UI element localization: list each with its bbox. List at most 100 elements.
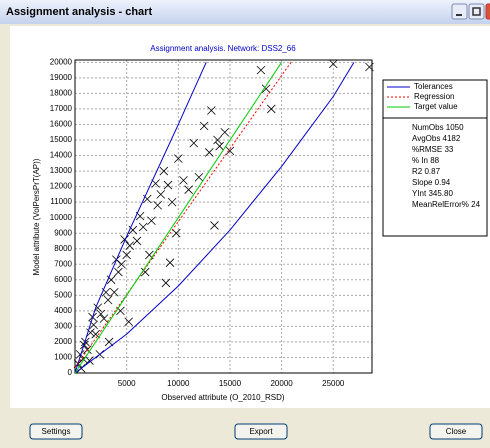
statistic: MeanRelError% 24 xyxy=(412,200,481,209)
y-tick-label: 15000 xyxy=(50,135,73,144)
y-tick-label: 5000 xyxy=(54,290,72,299)
chart-title: Assignment analysis. Network: DSS2_66 xyxy=(150,44,296,53)
scatter-point xyxy=(215,141,224,151)
export-button[interactable] xyxy=(234,423,288,440)
statistic: % In 88 xyxy=(412,156,440,165)
y-tick-label: 3000 xyxy=(54,322,72,331)
y-tick-label: 0 xyxy=(68,368,73,377)
scatter-point xyxy=(261,84,271,94)
scatter-point xyxy=(256,65,266,75)
minimize-button[interactable] xyxy=(451,3,468,20)
statistic: AvgObs 4182 xyxy=(412,134,461,143)
x-axis-label: Observed attribute (O_2010_RSD) xyxy=(161,393,285,402)
scatter-point xyxy=(86,328,95,337)
settings-button-label: Settings xyxy=(42,427,71,436)
scatter-point xyxy=(153,200,162,210)
x-tick-label: 5000 xyxy=(118,379,136,388)
scatter-point xyxy=(128,225,138,235)
export-button-label: Export xyxy=(249,427,273,436)
scatter-point xyxy=(167,197,177,207)
y-tick-label: 9000 xyxy=(54,228,72,237)
x-tick-label: 25000 xyxy=(322,379,345,388)
y-tick-label: 1000 xyxy=(54,353,72,362)
y-tick-label: 12000 xyxy=(50,182,73,191)
scatter-point xyxy=(184,185,193,194)
scatter-point xyxy=(151,179,160,188)
scatter-point xyxy=(104,337,114,347)
scatter-point xyxy=(205,148,214,157)
scatter-point xyxy=(225,146,235,156)
series-line xyxy=(75,62,355,373)
scatter-point xyxy=(114,267,123,277)
scatter-point xyxy=(159,166,169,176)
y-tick-label: 7000 xyxy=(54,259,72,268)
x-tick-label: 20000 xyxy=(270,379,293,388)
scatter-point xyxy=(91,329,100,339)
scatter-point xyxy=(96,309,106,319)
scatter-point xyxy=(103,295,113,305)
scatter-point xyxy=(147,216,156,226)
scatter-point xyxy=(165,258,175,267)
statistic: Slope 0.94 xyxy=(412,178,451,187)
plot-border xyxy=(74,59,373,374)
scatter-point xyxy=(189,138,199,148)
scatter-point xyxy=(213,135,222,145)
maximize-button[interactable] xyxy=(468,3,485,20)
y-tick-label: 16000 xyxy=(50,120,73,129)
y-axis-label: Model attribute (VolPersPrT(AP)) xyxy=(32,158,41,275)
scatter-point xyxy=(156,190,166,199)
scatter-point xyxy=(210,221,219,230)
x-tick-label: 15000 xyxy=(219,379,242,388)
legend-label: Regression xyxy=(414,92,454,101)
scatter-point xyxy=(85,356,94,365)
close-window-button[interactable] xyxy=(485,3,490,20)
scatter-point xyxy=(120,235,129,244)
statistic: YInt 345.80 xyxy=(412,189,453,198)
x-tick-label: 10000 xyxy=(167,379,190,388)
y-tick-label: 17000 xyxy=(50,104,73,113)
scatter-point xyxy=(109,287,119,297)
statistic: %RMSE 33 xyxy=(412,145,454,154)
series-line xyxy=(75,62,207,373)
y-tick-label: 14000 xyxy=(50,151,73,160)
y-tick-label: 4000 xyxy=(54,306,72,315)
y-tick-label: 18000 xyxy=(50,89,73,98)
close-button[interactable] xyxy=(429,423,483,440)
series-line xyxy=(75,62,283,373)
maximize-icon xyxy=(472,7,481,16)
scatter-point xyxy=(171,228,181,238)
statistic: NumObs 1050 xyxy=(412,123,464,132)
scatter-point xyxy=(163,180,173,190)
scatter-point xyxy=(207,106,216,115)
legend xyxy=(382,79,488,119)
scatter-point xyxy=(140,267,150,277)
legend-label: Target value xyxy=(414,102,458,111)
scatter-point xyxy=(124,317,134,327)
close-button-label: Close xyxy=(446,427,467,436)
scatter-point xyxy=(179,176,188,185)
y-tick-label: 6000 xyxy=(54,275,72,284)
settings-button[interactable] xyxy=(29,423,83,440)
scatter-point xyxy=(138,222,148,232)
scatter-point xyxy=(117,259,126,269)
scatter-point xyxy=(266,104,276,114)
scatter-point xyxy=(122,250,131,260)
title-bar xyxy=(0,0,490,24)
y-tick-label: 20000 xyxy=(50,57,73,66)
y-tick-label: 13000 xyxy=(50,166,73,175)
statistics-box xyxy=(382,117,488,237)
scatter-point xyxy=(365,62,374,72)
y-tick-label: 19000 xyxy=(50,73,73,82)
scatter-point xyxy=(328,59,338,69)
window-title: Assignment analysis - chart xyxy=(6,6,152,18)
y-tick-label: 8000 xyxy=(54,244,72,253)
y-tick-label: 2000 xyxy=(54,337,72,346)
scatter-point xyxy=(161,278,171,288)
scatter-point xyxy=(125,241,135,250)
scatter-point xyxy=(199,121,209,131)
legend-label: Tolerances xyxy=(414,82,453,91)
scatter-point xyxy=(99,314,109,323)
scatter-point xyxy=(174,154,183,163)
